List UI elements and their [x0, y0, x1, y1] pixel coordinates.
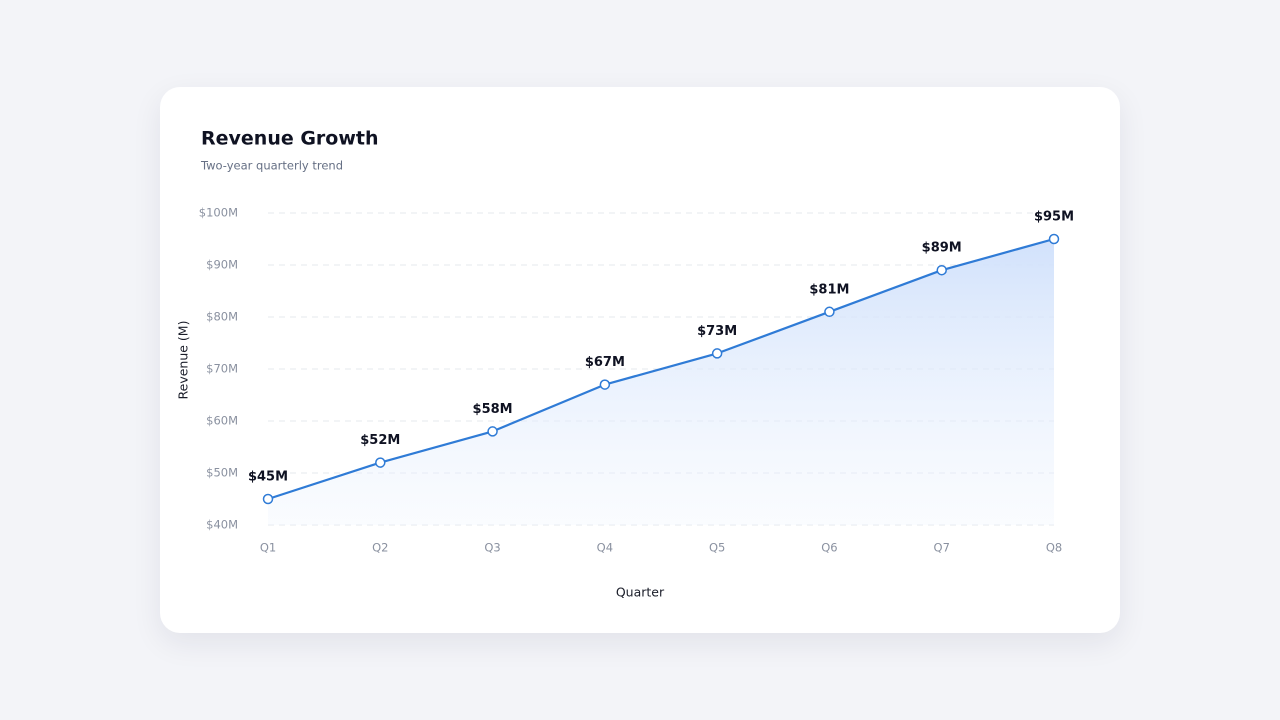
x-tick-label: Q8	[1046, 541, 1062, 555]
point	[375, 457, 386, 468]
x-tick-label: Q3	[484, 541, 500, 555]
x-tick-label: Q2	[372, 541, 388, 555]
point	[824, 306, 835, 318]
chart-subtitle: Two-year quarterly trend	[200, 159, 343, 173]
value-label: $58M	[473, 402, 513, 417]
value-label: $67M	[585, 355, 625, 370]
y-axis-title: Revenue (M)	[176, 321, 191, 400]
y-tick-label: $60M	[206, 414, 238, 428]
y-tick-label: $90M	[206, 258, 238, 272]
point	[711, 348, 723, 359]
x-tick-label: Q1	[260, 541, 276, 555]
x-tick-label: Q5	[709, 541, 725, 555]
chart-title: Revenue Growth	[201, 128, 379, 150]
value-label: $52M	[360, 433, 400, 448]
value-label: $73M	[697, 324, 737, 339]
y-tick-label: $80M	[206, 310, 238, 324]
y-tick-label: $50M	[206, 466, 238, 480]
area	[268, 239, 1054, 525]
value-label: $45M	[248, 470, 288, 485]
x-tick-label: Q7	[934, 541, 950, 555]
point	[1048, 233, 1060, 245]
y-tick-label: $70M	[206, 362, 238, 376]
x-axis-title: Quarter	[616, 585, 665, 600]
value-label: $95M	[1034, 210, 1074, 225]
x-tick-label: Q6	[821, 541, 837, 555]
y-tick-label: $100M	[199, 206, 238, 220]
point	[599, 379, 611, 390]
value-label: $81M	[809, 282, 849, 297]
x-tick-label: Q4	[597, 541, 613, 555]
value-label: $89M	[922, 241, 962, 256]
point	[487, 426, 498, 437]
point	[936, 264, 947, 276]
point	[262, 493, 274, 505]
y-tick-label: $40M	[206, 518, 238, 532]
line	[267, 237, 1055, 501]
